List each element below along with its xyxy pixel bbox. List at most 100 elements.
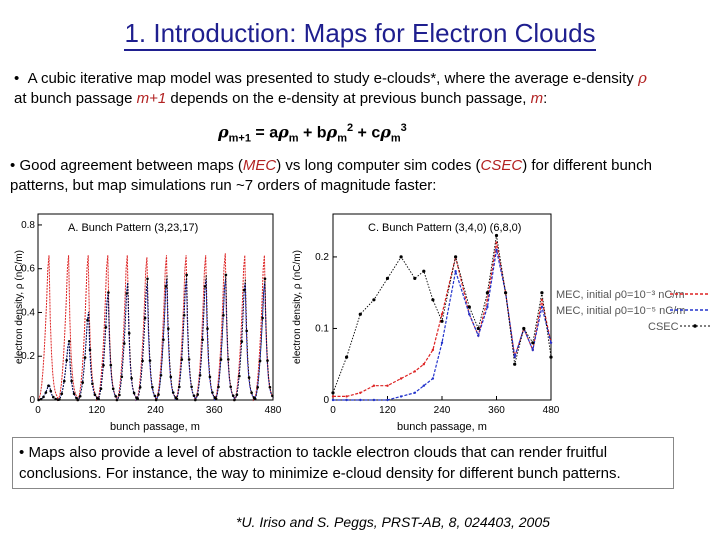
chart-a-csec-point	[201, 338, 204, 341]
chart-a-csec-point	[138, 386, 142, 389]
chart-a-csec-point	[114, 395, 117, 398]
chart-a-csec-point	[235, 393, 239, 397]
chart-a-csec-point	[219, 358, 223, 361]
chart-c-point	[372, 298, 376, 302]
chart-a-series-line	[38, 278, 274, 402]
chart-a-csec-point	[258, 359, 262, 363]
chart-a-csec-point	[123, 342, 126, 345]
chart-a-csec-point	[118, 393, 121, 397]
chart-a-csec-point	[67, 340, 71, 343]
chart-c-point	[422, 363, 425, 366]
chart-a-csec-point	[224, 273, 228, 277]
chart-c-legend: MEC, initial ρ0=10⁻³ nC/m MEC, initial ρ…	[556, 289, 710, 333]
chart-a-csec-point	[97, 397, 100, 401]
chart-a-csec-point	[154, 398, 158, 402]
chart-a-ytick: 0.8	[21, 220, 35, 231]
chart-a-csec-point	[206, 327, 209, 330]
chart-c-point	[413, 370, 416, 373]
reference-citation: *U. Iriso and S. Peggs, PRST-AB, 8, 0244…	[236, 514, 550, 530]
chart-a-csec-point	[247, 376, 251, 379]
intro-paragraph: • A cubic iterative map model was presen…	[14, 69, 647, 107]
chart-a-csec-point	[83, 356, 87, 359]
chart-a-xtick: 120	[88, 405, 105, 416]
chart-c-xtick: 240	[434, 405, 451, 416]
chart-a-ytick: 0.4	[21, 307, 35, 318]
chart-c-point	[531, 341, 535, 345]
chart-c-point	[331, 398, 335, 402]
chart-a-csec-point	[102, 364, 105, 367]
chart-a-csec-point	[42, 395, 45, 399]
chart-a-csec-point	[143, 316, 147, 320]
chart-a-csec-point	[227, 358, 230, 361]
rho-symbol: ρ	[637, 69, 647, 87]
csec-label: CSEC	[480, 157, 523, 174]
chart-a-csec-point	[130, 377, 133, 380]
chart-c-point	[531, 348, 534, 352]
chart-a-csec-point	[75, 396, 78, 400]
figure-panel: A. Bunch Pattern (3,23,17) electron dens…	[8, 208, 712, 438]
chart-c-point	[440, 341, 444, 344]
chart-a-csec-point	[162, 338, 165, 341]
chart-c-point	[386, 398, 389, 402]
chart-a-ylabel: electron density, ρ (nC/m)	[14, 250, 25, 364]
chart-a-csec-point	[88, 348, 92, 352]
chart-c-point	[486, 305, 489, 309]
chart-c: C. Bunch Pattern (3,4,0) (6,8,0) electro…	[292, 213, 560, 433]
chart-a-csec-point	[169, 375, 173, 379]
chart-a-csec-point	[132, 391, 136, 395]
chart-a-series-line	[38, 274, 274, 401]
abstraction-paragraph: • Maps also provide a level of abstracti…	[12, 437, 674, 489]
chart-c-point	[422, 384, 425, 387]
chart-a-csec-point	[109, 363, 113, 367]
chart-c-point	[422, 269, 426, 273]
chart-a-csec-point	[250, 391, 253, 394]
chart-c-xtick: 0	[330, 405, 336, 416]
chart-a-csec-point	[157, 393, 160, 396]
chart-a-csec-point	[159, 374, 163, 377]
chart-c-ylabel: electron density, ρ (nC/m)	[292, 250, 303, 364]
chart-a-csec-point	[146, 277, 149, 281]
chart-c-point	[372, 398, 376, 402]
chart-c-series-line	[333, 242, 552, 397]
chart-a-csec-point	[120, 375, 124, 379]
chart-a-csec-point	[198, 374, 202, 377]
chart-c-point	[359, 391, 362, 394]
chart-a-csec-point	[217, 385, 220, 389]
chart-a-csec-point	[231, 394, 235, 397]
chart-c-point	[331, 391, 335, 395]
chart-c-point	[345, 395, 348, 398]
chart-a-csec-point	[65, 359, 68, 362]
chart-a-csec-point	[127, 331, 131, 335]
chart-c-point	[477, 334, 480, 337]
chart-c-ytick: 0.1	[315, 323, 329, 334]
chart-a-csec-point	[203, 285, 207, 288]
chart-a-csec-point	[192, 394, 196, 397]
chart-a-csec-point	[211, 391, 214, 394]
chart-a-csec-point	[63, 379, 66, 383]
chart-a-csec-point	[115, 398, 119, 402]
chart-c-point	[399, 377, 403, 380]
chart-c-xtick: 480	[543, 405, 560, 416]
chart-c-title: C. Bunch Pattern (3,4,0) (6,8,0)	[368, 222, 521, 234]
chart-a-csec-point	[93, 393, 97, 396]
chart-a-csec-point	[99, 387, 103, 390]
chart-a-csec-point	[39, 398, 43, 401]
chart-a-csec-point	[164, 285, 168, 288]
agreement-paragraph: • Good agreement between maps (MEC) vs l…	[10, 157, 652, 194]
chart-c-point	[358, 312, 362, 316]
chart-c-point	[494, 233, 499, 238]
chart-a-csec-point	[266, 359, 269, 362]
chart-a-csec-point	[261, 316, 264, 320]
legend-entry-csec: CSEC	[648, 321, 679, 333]
chart-a-csec-point	[125, 292, 128, 295]
chart-a-csec-point	[178, 385, 181, 389]
chart-a-csec-point	[44, 391, 48, 394]
chart-c-point	[372, 384, 376, 387]
chart-a-csec-point	[72, 392, 76, 396]
chart-a-xtick: 0	[35, 405, 41, 416]
chart-a-csec-point	[253, 397, 257, 401]
chart-a-csec-point	[86, 318, 89, 322]
chart-a-ytick: 0	[29, 395, 35, 406]
chart-a-csec-point	[76, 398, 80, 402]
chart-c-point	[454, 255, 458, 259]
